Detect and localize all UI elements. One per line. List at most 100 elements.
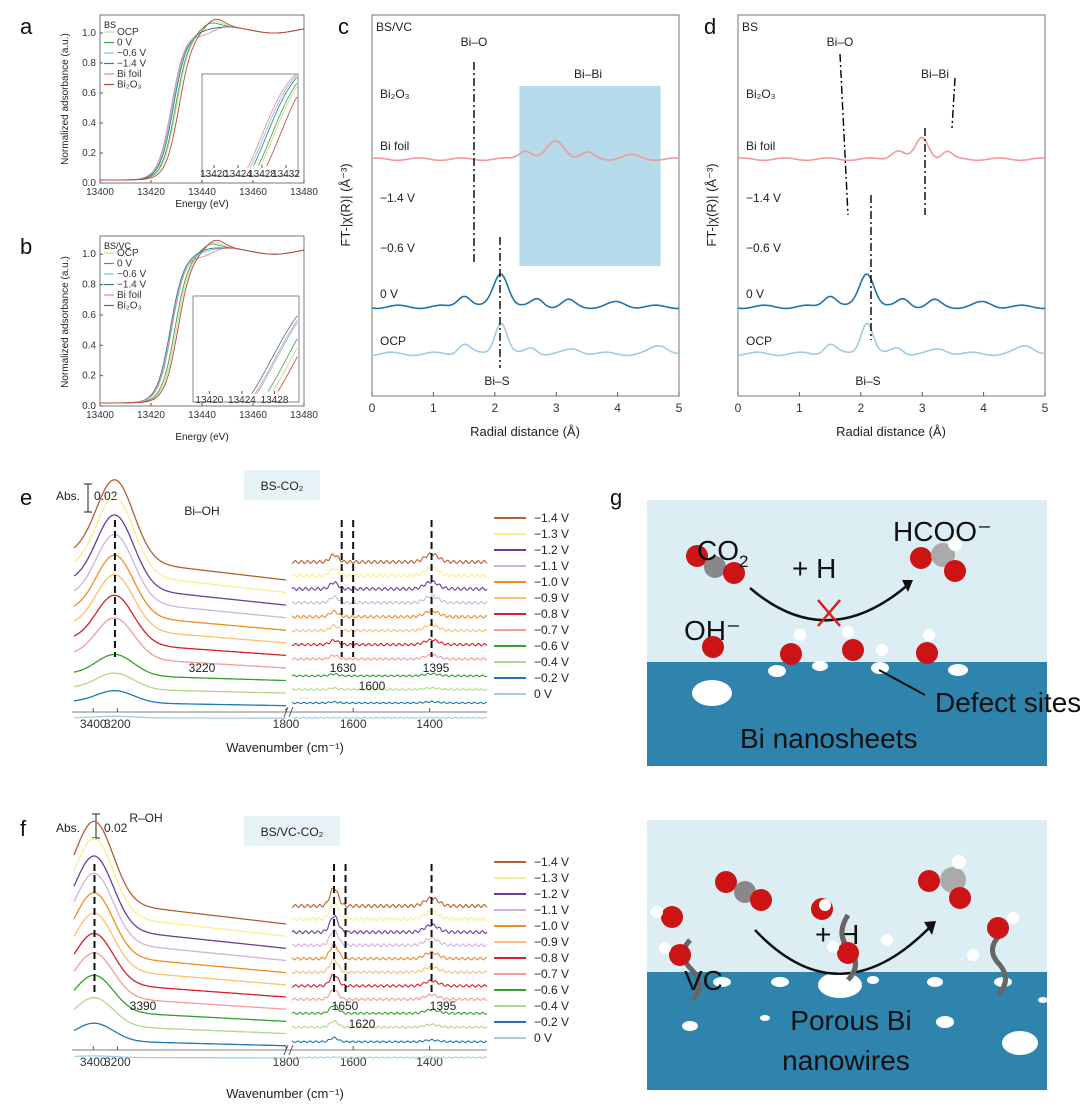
porous-bi-label-line1: Porous Bi bbox=[790, 1005, 911, 1036]
legend-label: −1.3 V bbox=[534, 871, 569, 885]
series-labels-d: Bi₂O₃ Bi foil −1.4 V −0.6 V 0 V OCP bbox=[746, 87, 781, 348]
legend-label: −0.8 V bbox=[534, 607, 569, 621]
inset-frame-b bbox=[192, 295, 300, 403]
exafs-curve bbox=[738, 212, 1045, 263]
title-box-f bbox=[244, 816, 340, 846]
inset-tick-label: 13424 bbox=[224, 169, 252, 180]
bi-o-annotation-d: Bi–O bbox=[827, 35, 854, 49]
series-label: OCP bbox=[746, 334, 772, 348]
series-label: −0.6 V bbox=[380, 241, 415, 255]
plus-h-top: + H bbox=[792, 553, 836, 584]
y-tick-label: 0.4 bbox=[82, 118, 96, 129]
ir-curve-left bbox=[73, 496, 287, 594]
chart-title-f: BS/VC-CO₂ bbox=[261, 825, 324, 839]
inset-curve bbox=[267, 338, 298, 392]
x-tick-label: 1 bbox=[430, 401, 437, 415]
chart-title-c: BS/VC bbox=[376, 20, 412, 34]
ir-curve-left bbox=[73, 952, 287, 1010]
legend-label: −0.6 V bbox=[534, 983, 569, 997]
y-tick-label: 0.8 bbox=[82, 58, 96, 69]
panel-label-d: d bbox=[704, 14, 716, 39]
legend-label: −0.6 V bbox=[117, 269, 147, 280]
ir-curve-left bbox=[74, 715, 286, 719]
x-tick-label: 4 bbox=[980, 401, 987, 415]
ir-curve-right bbox=[291, 594, 488, 605]
r-oh-annotation: R–OH bbox=[129, 811, 162, 825]
formate-molecule-bottom bbox=[918, 855, 971, 909]
series-group-c bbox=[371, 140, 680, 357]
ir-curve-left bbox=[73, 912, 287, 986]
chart-title-a: BS bbox=[104, 20, 116, 30]
series-label: 0 V bbox=[746, 287, 764, 301]
series-label: Bi₂O₃ bbox=[380, 87, 410, 101]
y-axis-label-d: FT-|χ(R)| (Å⁻³) bbox=[704, 163, 719, 246]
legend-label: −1.1 V bbox=[534, 559, 569, 573]
x-tick-label: 1 bbox=[796, 401, 803, 415]
cross-mark bbox=[817, 599, 841, 627]
legend-label: −0.4 V bbox=[534, 999, 569, 1013]
y-axis-label-a: Normalized adsorbance (a.u.) bbox=[60, 33, 71, 165]
plot-frame-c bbox=[371, 14, 680, 397]
legend-f: −1.4 V −1.3 V −1.2 V −1.1 V −1.0 V −0.9 V −0.8… bbox=[494, 855, 569, 1045]
ir-curve-left bbox=[73, 594, 287, 657]
panel-label-a: a bbox=[20, 14, 33, 39]
tick-group-d: 0 1 2 3 4 5 bbox=[735, 392, 1049, 415]
tick-group-c: 0 1 2 3 4 5 bbox=[369, 392, 683, 415]
ir-curve-left bbox=[73, 974, 287, 1023]
xanes-curve bbox=[100, 18, 305, 181]
legend-label: −1.3 V bbox=[534, 527, 569, 541]
series-label: Bi foil bbox=[746, 139, 775, 153]
legend-label: OCP bbox=[117, 248, 139, 259]
legend-label: −0.2 V bbox=[534, 671, 569, 685]
ir-curve-right bbox=[291, 915, 488, 935]
legend-label: −1.0 V bbox=[534, 919, 569, 933]
series-group-b bbox=[100, 239, 305, 404]
panel-label-f: f bbox=[20, 816, 27, 841]
x-axis-label-d: Radial distance (Å) bbox=[836, 424, 946, 439]
legend-label: −1.4 V bbox=[534, 855, 569, 869]
inset-curve bbox=[249, 74, 298, 169]
x-tick-label: 13420 bbox=[137, 187, 165, 198]
exafs-curve bbox=[371, 140, 680, 162]
bi-bi-highlight-region bbox=[519, 86, 661, 266]
x-axis-label-a: Energy (eV) bbox=[175, 199, 228, 210]
exafs-curve bbox=[737, 136, 1046, 162]
x-tick-label: 1400 bbox=[416, 1055, 443, 1069]
ir-curve-right bbox=[291, 672, 488, 678]
x-tick-label: 3200 bbox=[104, 1055, 131, 1069]
x-tick-label: 1400 bbox=[416, 717, 443, 731]
legend-label: Bi foil bbox=[117, 290, 141, 301]
inset-curve bbox=[256, 322, 298, 395]
series-labels-c: Bi₂O₃ Bi foil −1.4 V −0.6 V 0 V OCP bbox=[380, 87, 415, 348]
panel-label-g: g bbox=[610, 485, 622, 510]
panel-label-b: b bbox=[20, 234, 32, 259]
peak-label-3220: 3220 bbox=[189, 661, 216, 675]
exafs-curve bbox=[738, 66, 1045, 109]
legend-label: Bi foil bbox=[117, 69, 141, 80]
y-tick-label: 0.0 bbox=[82, 401, 96, 412]
ir-curve-right bbox=[291, 1019, 488, 1029]
inset-curve bbox=[254, 320, 298, 395]
scale-value-e: 0.02 bbox=[94, 489, 118, 503]
series-label: −0.6 V bbox=[746, 241, 781, 255]
vc-molecules bbox=[651, 898, 1019, 1002]
bi-o-annotation-c: Bi–O bbox=[461, 35, 488, 49]
legend-label: −0.7 V bbox=[534, 623, 569, 637]
inset-curve bbox=[251, 315, 298, 395]
title-box-e bbox=[244, 470, 320, 500]
inset-curve bbox=[272, 347, 298, 392]
defect-holes-top bbox=[692, 661, 968, 706]
bi-o-guide-d bbox=[839, 53, 849, 216]
ir-curve-left bbox=[73, 533, 287, 619]
inset-tick-label: 13424 bbox=[228, 395, 256, 406]
exafs-curve bbox=[737, 273, 1046, 310]
legend-label: 0 V bbox=[534, 687, 552, 701]
x-axis-label-f: Wavenumber (cm⁻¹) bbox=[226, 1086, 344, 1101]
series-group-a bbox=[100, 18, 305, 181]
ir-curve-right bbox=[291, 887, 488, 909]
ir-curve-left bbox=[73, 479, 287, 581]
x-tick-label: 0 bbox=[735, 401, 742, 415]
x-tick-label: 3400 bbox=[80, 1055, 107, 1069]
hcoo-label: HCOO⁻ bbox=[893, 516, 992, 547]
